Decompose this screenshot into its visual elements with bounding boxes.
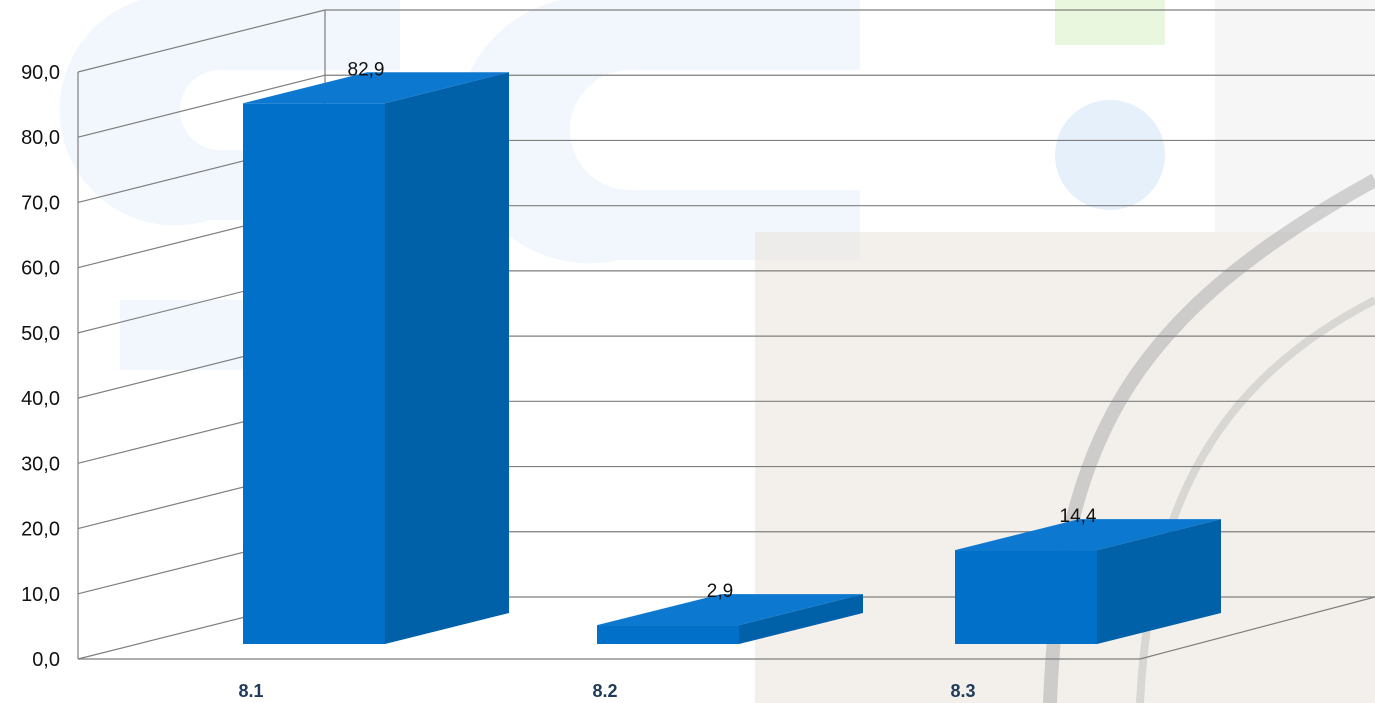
bar-8.3 [955, 519, 1221, 644]
x-tick-label: 8.1 [238, 681, 263, 701]
data-label: 82,9 [348, 59, 385, 80]
y-tick-label: 70,0 [21, 192, 60, 214]
y-tick-label: 60,0 [21, 258, 60, 280]
gridline-side [77, 9, 326, 73]
y-tick-label: 90,0 [21, 62, 60, 84]
bar-front [243, 103, 385, 644]
data-labels: 82,9 2,9 14,4 [348, 59, 1097, 602]
x-axis: 8.1 8.2 8.3 [238, 681, 975, 701]
bar-side [385, 72, 509, 644]
bar-top [597, 594, 863, 626]
y-tick-label: 40,0 [21, 388, 60, 410]
x-tick-label: 8.3 [950, 681, 975, 701]
y-tick-label: 0,0 [32, 649, 60, 671]
bars [243, 72, 1221, 644]
bar-side [739, 594, 863, 644]
data-label: 14,4 [1060, 506, 1097, 527]
y-tick-label: 50,0 [21, 323, 60, 345]
bar-front [597, 625, 739, 644]
bar-side [1097, 519, 1221, 644]
floor-right-edge [1139, 596, 1375, 660]
y-axis: 0,0 10,0 20,0 30,0 40,0 50,0 60,0 70,0 80,0 90,0 [21, 10, 1375, 671]
y-tick-label: 80,0 [21, 127, 60, 149]
gridline-side [77, 74, 326, 138]
bar-top [955, 519, 1221, 551]
data-label: 2,9 [707, 581, 733, 602]
y-tick-label: 30,0 [21, 453, 60, 475]
x-tick-label: 8.2 [592, 681, 617, 701]
y-tick-label: 20,0 [21, 519, 60, 541]
bar-front [955, 550, 1097, 644]
bar-8.2 [597, 594, 863, 644]
bar-top [243, 72, 509, 104]
y-tick-label: 10,0 [21, 584, 60, 606]
bar-8.1 [243, 72, 509, 644]
